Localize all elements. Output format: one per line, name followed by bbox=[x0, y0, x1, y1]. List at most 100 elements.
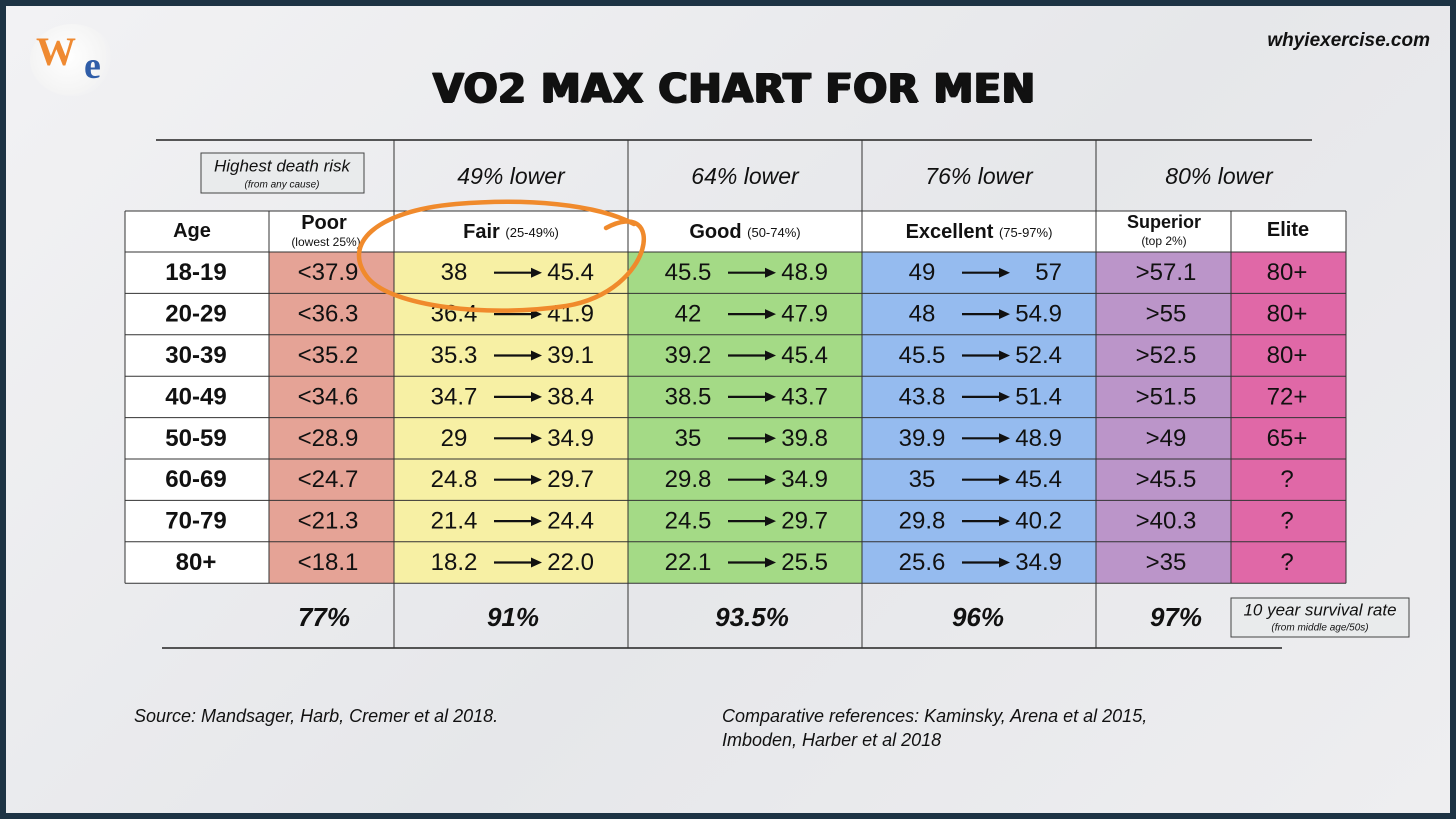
death-risk-box bbox=[200, 152, 365, 194]
fair-range-arrow-head bbox=[531, 474, 542, 485]
age-cell: 40-49 bbox=[165, 383, 226, 410]
excellent-range-high: 51.4 bbox=[1015, 383, 1062, 410]
excellent-range-high: 34.9 bbox=[1015, 549, 1062, 576]
good-range-high: 47.9 bbox=[781, 301, 828, 328]
category-header-fair: Fair (25-49%) bbox=[463, 221, 559, 243]
excellent-range-arrow bbox=[962, 267, 1010, 278]
excellent-range-arrow-head bbox=[999, 267, 1010, 278]
fair-range-arrow bbox=[494, 267, 542, 278]
poor-cell: <18.1 bbox=[298, 549, 359, 576]
death-risk-label: Highest death risk bbox=[214, 157, 352, 176]
excellent-range-cell: 49 57 bbox=[909, 259, 1062, 286]
category-sub-poor: (lowest 25%) bbox=[291, 235, 360, 249]
fair-range-high: 24.4 bbox=[547, 508, 594, 535]
excellent-range-arrow bbox=[962, 557, 1010, 568]
excellent-range-arrow-head bbox=[999, 516, 1010, 527]
source-note: Source: Mandsager, Harb, Cremer et al 20… bbox=[134, 706, 499, 726]
age-cell: 30-39 bbox=[165, 342, 226, 369]
survival-label-box bbox=[1230, 597, 1410, 638]
vo2-table-chart: Highest death risk (from any cause) 49% lo… bbox=[124, 139, 1410, 649]
fair-range-cell: 18.2 22.0 bbox=[431, 549, 594, 576]
reference-line-1: Comparative references: Kaminsky, Arena … bbox=[722, 706, 1148, 726]
excellent-range-cell: 29.8 40.2 bbox=[899, 508, 1062, 535]
highlight-circle bbox=[356, 199, 646, 313]
chart-title: VO2 MAX CHART FOR MEN bbox=[432, 66, 1036, 112]
fair-range-cell: 24.8 29.7 bbox=[431, 466, 594, 493]
header-row-fill bbox=[125, 211, 1346, 252]
excellent-range-high: 40.2 bbox=[1015, 508, 1062, 535]
survival-label: 10 year survival rate bbox=[1243, 601, 1396, 620]
fair-range-arrow bbox=[494, 350, 542, 361]
fair-range-arrow-head bbox=[531, 557, 542, 568]
fair-range-arrow-head bbox=[531, 350, 542, 361]
survival-rate-value: 91% bbox=[487, 602, 539, 632]
risk-reduction-label: 49% lower bbox=[457, 163, 566, 189]
age-cell: 70-79 bbox=[165, 508, 226, 535]
fair-range-low: 18.2 bbox=[431, 549, 478, 576]
good-range-high: 39.8 bbox=[781, 425, 828, 452]
poor-cell: <21.3 bbox=[298, 508, 359, 535]
superior-cell: >35 bbox=[1146, 549, 1187, 576]
excellent-range-arrow-head bbox=[999, 391, 1010, 402]
superior-cell: >52.5 bbox=[1136, 342, 1197, 369]
excellent-range-high: 48.9 bbox=[1015, 425, 1062, 452]
excellent-range-cell: 43.8 51.4 bbox=[899, 383, 1062, 410]
fair-range-low: 34.7 bbox=[431, 383, 478, 410]
excellent-range-cell: 45.5 52.4 bbox=[899, 342, 1062, 369]
risk-reduction-label: 64% lower bbox=[691, 163, 800, 189]
superior-cell: >51.5 bbox=[1136, 383, 1197, 410]
age-header: Age bbox=[173, 220, 211, 242]
poor-cell: <35.2 bbox=[298, 342, 359, 369]
excellent-range-high: 52.4 bbox=[1015, 342, 1062, 369]
death-risk-sub: (from any cause) bbox=[244, 180, 319, 191]
excellent-range-arrow bbox=[962, 516, 1010, 527]
good-range-cell: 45.5 48.9 bbox=[665, 259, 828, 286]
good-range-low: 24.5 bbox=[665, 508, 712, 535]
poor-cell: <36.3 bbox=[298, 301, 359, 328]
good-range-high: 34.9 bbox=[781, 466, 828, 493]
elite-cell: 72+ bbox=[1267, 383, 1308, 410]
good-range-arrow-head bbox=[765, 391, 776, 402]
survival-rate-value: 97% bbox=[1150, 602, 1202, 632]
excellent-range-low: 45.5 bbox=[899, 342, 946, 369]
age-cell: 50-59 bbox=[165, 425, 226, 452]
excellent-range-low: 39.9 bbox=[899, 425, 946, 452]
excellent-range-high: 57 bbox=[1035, 259, 1062, 286]
category-header-elite: Elite bbox=[1267, 219, 1309, 241]
good-range-low: 39.2 bbox=[665, 342, 712, 369]
superior-cell: >45.5 bbox=[1136, 466, 1197, 493]
good-range-arrow-head bbox=[765, 433, 776, 444]
excellent-range-high: 45.4 bbox=[1015, 466, 1062, 493]
excellent-range-arrow bbox=[962, 309, 1010, 320]
superior-cell: >40.3 bbox=[1136, 508, 1197, 535]
survival-rate-value: 93.5% bbox=[715, 602, 789, 632]
logo: W e bbox=[30, 24, 114, 96]
good-range-arrow bbox=[728, 267, 776, 278]
good-range-high: 43.7 bbox=[781, 383, 828, 410]
fair-range-cell: 35.3 39.1 bbox=[431, 342, 594, 369]
good-range-cell: 22.1 25.5 bbox=[665, 549, 828, 576]
poor-cell: <37.9 bbox=[298, 259, 359, 286]
elite-cell: ? bbox=[1280, 549, 1293, 576]
excellent-range-high: 54.9 bbox=[1015, 301, 1062, 328]
excellent-range-low: 48 bbox=[909, 301, 936, 328]
reference-line-2: Imboden, Harber et al 2018 bbox=[722, 730, 942, 750]
fair-range-arrow bbox=[494, 391, 542, 402]
fair-range-cell: 29 34.9 bbox=[441, 425, 594, 452]
good-range-high: 29.7 bbox=[781, 508, 828, 535]
excellent-range-arrow-head bbox=[999, 433, 1010, 444]
category-sub-superior: (top 2%) bbox=[1141, 234, 1186, 248]
risk-reduction-label: 76% lower bbox=[925, 163, 1034, 189]
excellent-range-cell: 48 54.9 bbox=[909, 301, 1062, 328]
site-url[interactable]: whyiexercise.com bbox=[1267, 30, 1430, 51]
fair-range-low: 24.8 bbox=[431, 466, 478, 493]
excellent-range-low: 49 bbox=[909, 259, 936, 286]
good-range-arrow bbox=[728, 309, 776, 320]
category-header-superior: Superior bbox=[1127, 212, 1201, 232]
fair-range-arrow bbox=[494, 516, 542, 527]
good-range-arrow-head bbox=[765, 516, 776, 527]
good-range-low: 38.5 bbox=[665, 383, 712, 410]
good-range-arrow bbox=[728, 433, 776, 444]
fair-range-arrow-head bbox=[531, 516, 542, 527]
